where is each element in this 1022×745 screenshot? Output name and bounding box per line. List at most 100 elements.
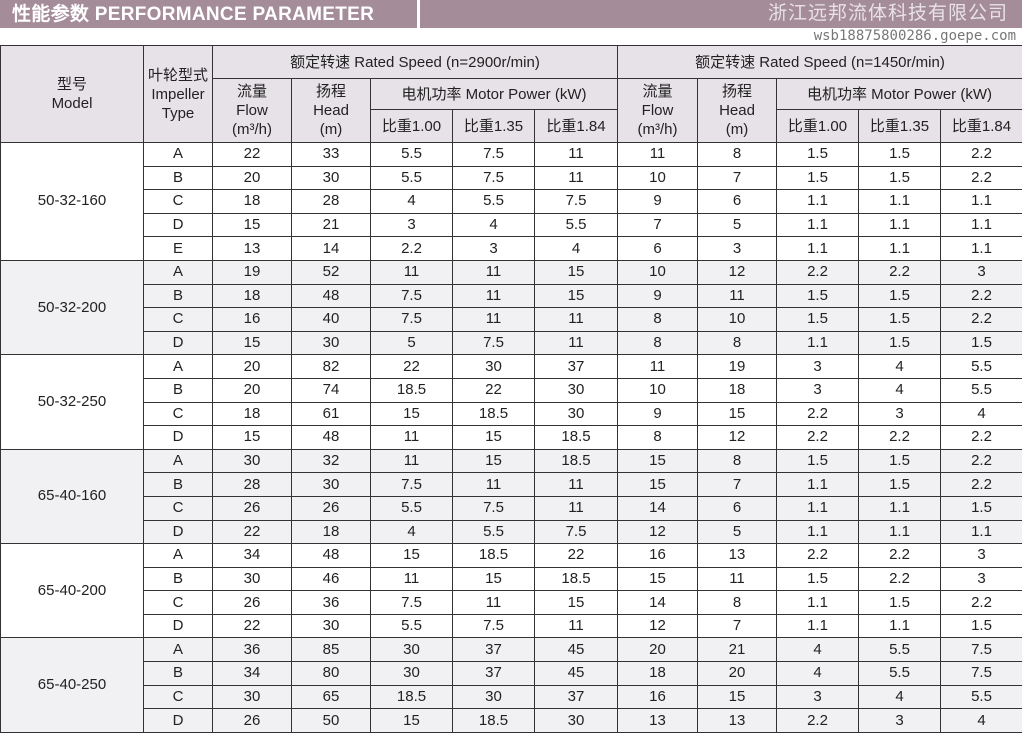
- table-cell: 40: [291, 307, 371, 332]
- table-cell: 1.5: [858, 283, 941, 309]
- header-sg: 比重1.84: [534, 109, 618, 143]
- table-cell: 15: [697, 401, 777, 427]
- table-cell: 10: [617, 259, 698, 285]
- table-cell: 22: [212, 613, 292, 639]
- table-cell: 14: [617, 590, 698, 615]
- table-cell: 8: [617, 330, 698, 356]
- table-cell: A: [143, 142, 213, 167]
- table-cell: 7.5: [370, 472, 453, 497]
- table-cell: 7: [697, 165, 777, 191]
- table-cell: 30: [370, 661, 453, 686]
- table-cell: C: [143, 401, 213, 427]
- table-cell: 11: [452, 590, 535, 615]
- table-cell: 3: [776, 377, 859, 403]
- table-cell: 1.1: [858, 519, 941, 545]
- table-row: D 15 48 11 15 18.5 8 12 2.2 2.2 2.2: [1, 425, 1022, 450]
- table-cell: 30: [534, 401, 618, 427]
- table-cell: 20: [617, 637, 698, 663]
- table-cell: 11: [452, 307, 535, 332]
- table-cell: 45: [534, 661, 618, 686]
- table-cell: 20: [212, 377, 292, 403]
- table-cell: 1.5: [940, 330, 1022, 356]
- table-cell: 34: [212, 543, 292, 568]
- table-row: 65-40-200 A 34 48 15 18.5 22 16 13 2.2 2.2 3: [0, 543, 1022, 639]
- table-cell: 11: [534, 330, 618, 356]
- table-row: 50-32-250 A 20 82 22 30 37 11 19 3 4 5.5: [0, 354, 1022, 450]
- table-cell: 6: [697, 189, 777, 214]
- table-cell: 8: [697, 330, 777, 356]
- table-cell: 4: [370, 519, 453, 545]
- header-power: 电机功率 Motor Power (kW): [776, 78, 1022, 110]
- table-cell: 1.5: [776, 566, 859, 592]
- table-cell: 15: [370, 401, 453, 427]
- table-cell: 8: [697, 142, 777, 167]
- table-cell: 1.5: [858, 448, 941, 474]
- table-cell: 2.2: [940, 472, 1022, 497]
- table-cell: 8: [617, 307, 698, 332]
- header-speed-1450: 额定转速 Rated Speed (n=1450r/min): [617, 45, 1022, 79]
- header-impeller-en: Impeller Type: [151, 85, 205, 122]
- table-cell: 20: [212, 354, 292, 379]
- table-cell: 30: [212, 566, 292, 592]
- table-row: B 18 48 7.5 11 15 9 11 1.5 1.5 2.2: [1, 283, 1022, 309]
- table-cell: 1.1: [776, 590, 859, 615]
- table-cell: 22: [452, 377, 535, 403]
- table-cell: 30: [534, 708, 618, 733]
- table-cell: D: [143, 330, 213, 356]
- table-cell: 7.5: [370, 307, 453, 332]
- table-cell: 3: [858, 401, 941, 427]
- table-cell: 4: [370, 189, 453, 214]
- table-cell: 26: [212, 708, 292, 733]
- table-cell: 22: [370, 354, 453, 379]
- table-cell: 7.5: [534, 189, 618, 214]
- table-cell: 4: [858, 354, 941, 379]
- table-cell: 13: [212, 236, 292, 261]
- table-cell: 14: [291, 236, 371, 261]
- table-cell: 80: [291, 661, 371, 686]
- table-row: D 22 18 4 5.5 7.5 12 5 1.1 1.1 1.1: [1, 519, 1022, 545]
- header-head-zh: 扬程: [721, 83, 752, 100]
- table-cell: 1.1: [858, 495, 941, 521]
- table-cell: 15: [212, 425, 292, 450]
- table-cell: 18.5: [534, 448, 618, 474]
- table-row: D 15 30 5 7.5 11 8 8 1.1 1.5 1.5: [1, 330, 1022, 356]
- table-cell: 30: [452, 684, 535, 710]
- table-cell: 11: [370, 425, 453, 450]
- table-cell: 33: [291, 142, 371, 167]
- title-bar-extension: [420, 0, 1022, 28]
- table-row: E 13 14 2.2 3 4 6 3 1.1 1.1 1.1: [1, 236, 1022, 261]
- table-cell: 2.2: [940, 448, 1022, 474]
- table-cell: 30: [212, 684, 292, 710]
- table-cell: 21: [291, 212, 371, 238]
- table-cell: 8: [697, 448, 777, 474]
- table-cell: 15: [370, 708, 453, 733]
- table-cell: 15: [617, 448, 698, 474]
- watermark: 浙江远邦流体科技有限公司: [767, 3, 1008, 24]
- table-cell: 1.1: [776, 519, 859, 545]
- table-cell: 28: [291, 189, 371, 214]
- table-cell: 1.5: [858, 307, 941, 332]
- table-cell: 2.2: [776, 259, 859, 285]
- table-cell: 15: [212, 330, 292, 356]
- table-cell: 3: [940, 566, 1022, 592]
- header-sg: 比重1.35: [452, 109, 535, 143]
- table-cell: 6: [697, 495, 777, 521]
- table-cell: 5.5: [534, 212, 618, 238]
- table-cell: 4: [776, 661, 859, 686]
- table-cell: 7: [697, 472, 777, 497]
- table-cell: 30: [212, 448, 292, 474]
- table-cell: 1.5: [858, 330, 941, 356]
- table-row: D 15 21 3 4 5.5 7 5 1.1 1.1 1.1: [1, 212, 1022, 238]
- table-cell: 11: [534, 165, 618, 191]
- model-cell: 65-40-200: [0, 543, 144, 639]
- table-cell: 3: [370, 212, 453, 238]
- table-cell: 3: [452, 236, 535, 261]
- table-cell: 5.5: [452, 189, 535, 214]
- table-cell: 48: [291, 425, 371, 450]
- table-cell: 7.5: [452, 165, 535, 191]
- table-cell: 3: [776, 684, 859, 710]
- table-cell: B: [143, 472, 213, 497]
- table-cell: 15: [617, 472, 698, 497]
- table-cell: 19: [212, 259, 292, 285]
- table-cell: 1.1: [776, 472, 859, 497]
